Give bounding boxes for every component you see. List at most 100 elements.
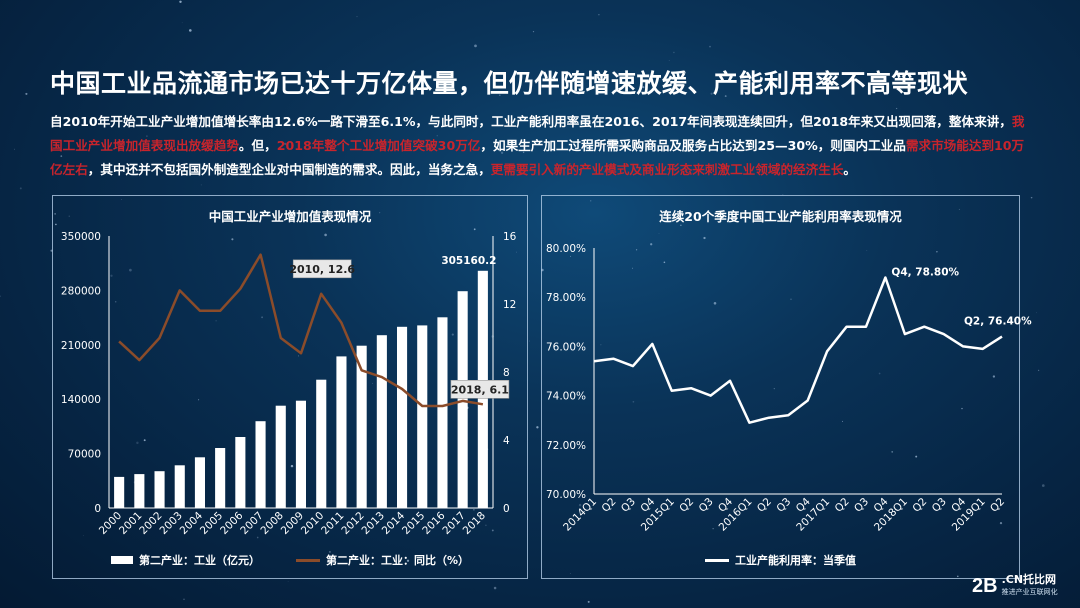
- x-tick-label: Q3: [930, 496, 949, 515]
- annotation-label: 2010, 12.6: [289, 263, 355, 276]
- annotation-box: [450, 380, 510, 399]
- legend-swatch-line: [295, 558, 320, 562]
- summary-paragraph: 自2010年开始工业产业增加值增长率由12.6%一路下滑至6.1%，与此同时，工…: [50, 110, 1032, 182]
- star: [532, 30, 535, 33]
- star: [1037, 369, 1040, 372]
- bar: [275, 405, 286, 508]
- summary-highlight-1: 我国工业产业增加值表现出放缓趋势: [50, 114, 1025, 153]
- x-tick-label: Q2: [910, 496, 929, 515]
- data-label: 305160.2: [441, 255, 496, 267]
- data-label: Q4, 78.80%: [891, 267, 959, 279]
- legend-item-utilization: 工业产能利用率：当季值: [705, 552, 856, 568]
- star: [1030, 196, 1033, 199]
- star: [598, 14, 600, 16]
- x-tick-label: Q2: [599, 496, 618, 515]
- bar: [255, 421, 266, 508]
- star: [587, 600, 590, 603]
- x-tick-label: Q2: [677, 496, 696, 515]
- bar: [174, 465, 185, 508]
- star: [474, 44, 477, 48]
- chart-legend: 第二产业：工业（亿元） 第二产业：工业：同比（%）: [53, 552, 527, 568]
- legend-swatch-bar: [110, 556, 133, 564]
- capacity-utilization-chart: 70.00% 72.00% 74.00% 76.00% 78.00% 80.00% 2014…: [546, 243, 1032, 534]
- star: [895, 107, 898, 110]
- bar: [194, 457, 205, 508]
- bar: [114, 476, 125, 508]
- bar: [134, 474, 145, 508]
- bar: [235, 437, 246, 508]
- star: [25, 92, 28, 95]
- bar: [295, 400, 306, 508]
- y-tick-label: 80.00%: [546, 243, 586, 255]
- y-tick-label: 70.00%: [546, 489, 586, 501]
- summary-highlight-4: 更需要引入新的产业模式及商业形态来刺激工业领域的经济生长: [490, 162, 844, 177]
- star: [493, 586, 497, 590]
- star: [1035, 312, 1037, 314]
- logo-mark: 2B: [972, 574, 998, 597]
- y-tick-label: 72.00%: [546, 440, 586, 452]
- x-tick-label: 2014Q1: [561, 496, 599, 534]
- star: [188, 29, 192, 32]
- star: [19, 187, 22, 190]
- y-tick-label: 140000: [61, 394, 101, 406]
- star: [200, 184, 202, 186]
- annotation-box: [292, 259, 352, 279]
- chart-title: 中国工业产业增加值表现情况: [208, 209, 372, 224]
- annotation-label: 2018, 6.1: [451, 383, 509, 396]
- capacity-utilization-chart-panel: 连续20个季度中国工业产能利用率表现情况 70.00% 72.00% 74.00% 7…: [541, 195, 1032, 579]
- y-tick-label: 78.00%: [546, 292, 586, 304]
- bar: [457, 291, 468, 508]
- bar: [437, 317, 448, 508]
- legend-label-utilization: 工业产能利用率：当季值: [735, 554, 856, 567]
- industrial-value-added-chart-panel: 中国工业产业增加值表现情况 0 70000 140000 210000 280000 35…: [52, 195, 528, 579]
- bar: [356, 345, 367, 508]
- star: [179, 0, 182, 4]
- series-line: [118, 253, 484, 408]
- summary-text-5: 。: [843, 162, 856, 177]
- x-tick-label: Q3: [619, 496, 638, 515]
- y-tick-label: 0: [94, 503, 101, 515]
- y2-tick-label: 16: [503, 231, 517, 243]
- y-tick-label: 74.00%: [546, 391, 586, 403]
- data-label: Q2, 76.40%: [964, 316, 1032, 328]
- industrial-value-added-chart: 0700001400002100002800003500000481216200…: [61, 231, 517, 537]
- bar: [316, 379, 327, 508]
- legend-label-growth: 第二产业：工业：同比（%）: [325, 554, 470, 567]
- logo-slogan: 推进产业互联网化: [1001, 588, 1058, 596]
- x-tick-label: 2018: [461, 510, 488, 537]
- star: [14, 148, 15, 150]
- bar: [154, 471, 165, 508]
- bar: [215, 448, 226, 508]
- star: [1041, 484, 1045, 487]
- x-tick-label: Q2: [833, 496, 852, 515]
- x-tick-label: Q3: [697, 496, 716, 515]
- series-line: [593, 276, 1003, 424]
- chart-legend: 工业产能利用率：当季值: [542, 552, 1019, 568]
- summary-text-2: 。但，: [238, 138, 277, 153]
- y2-tick-label: 4: [503, 435, 510, 447]
- y-tick-label: 210000: [61, 340, 101, 352]
- legend-swatch-line: [705, 558, 729, 562]
- logo-text: .CN托比网 推进产业互联网化: [1002, 574, 1058, 598]
- star: [356, 16, 358, 18]
- summary-text-4: ，其中还并不包括国外制造型企业对中国制造的需求。因此，当务之急，: [87, 162, 491, 177]
- star: [183, 598, 185, 601]
- page-title: 中国工业品流通市场已达十万亿体量，但仍伴随增速放缓、产能利用率不高等现状: [50, 69, 969, 98]
- star: [709, 45, 711, 48]
- y2-tick-label: 8: [503, 367, 510, 379]
- star: [673, 51, 675, 54]
- y-tick-label: 70000: [68, 449, 101, 461]
- y-tick-label: 280000: [61, 285, 101, 297]
- y-tick-label: 76.00%: [546, 341, 586, 353]
- legend-item-growth: 第二产业：工业：同比（%）: [295, 552, 470, 568]
- x-tick-label: Q2: [988, 496, 1007, 515]
- legend-item-output: 第二产业：工业（亿元）: [110, 552, 260, 568]
- y2-tick-label: 12: [503, 299, 516, 311]
- x-tick-label: Q2: [755, 496, 774, 515]
- bar: [336, 356, 347, 508]
- bar: [417, 325, 428, 508]
- y2-tick-label: 0: [503, 503, 510, 515]
- star: [536, 426, 539, 429]
- logo-name: .CN托比网: [1001, 573, 1057, 586]
- y-tick-label: 350000: [61, 231, 101, 243]
